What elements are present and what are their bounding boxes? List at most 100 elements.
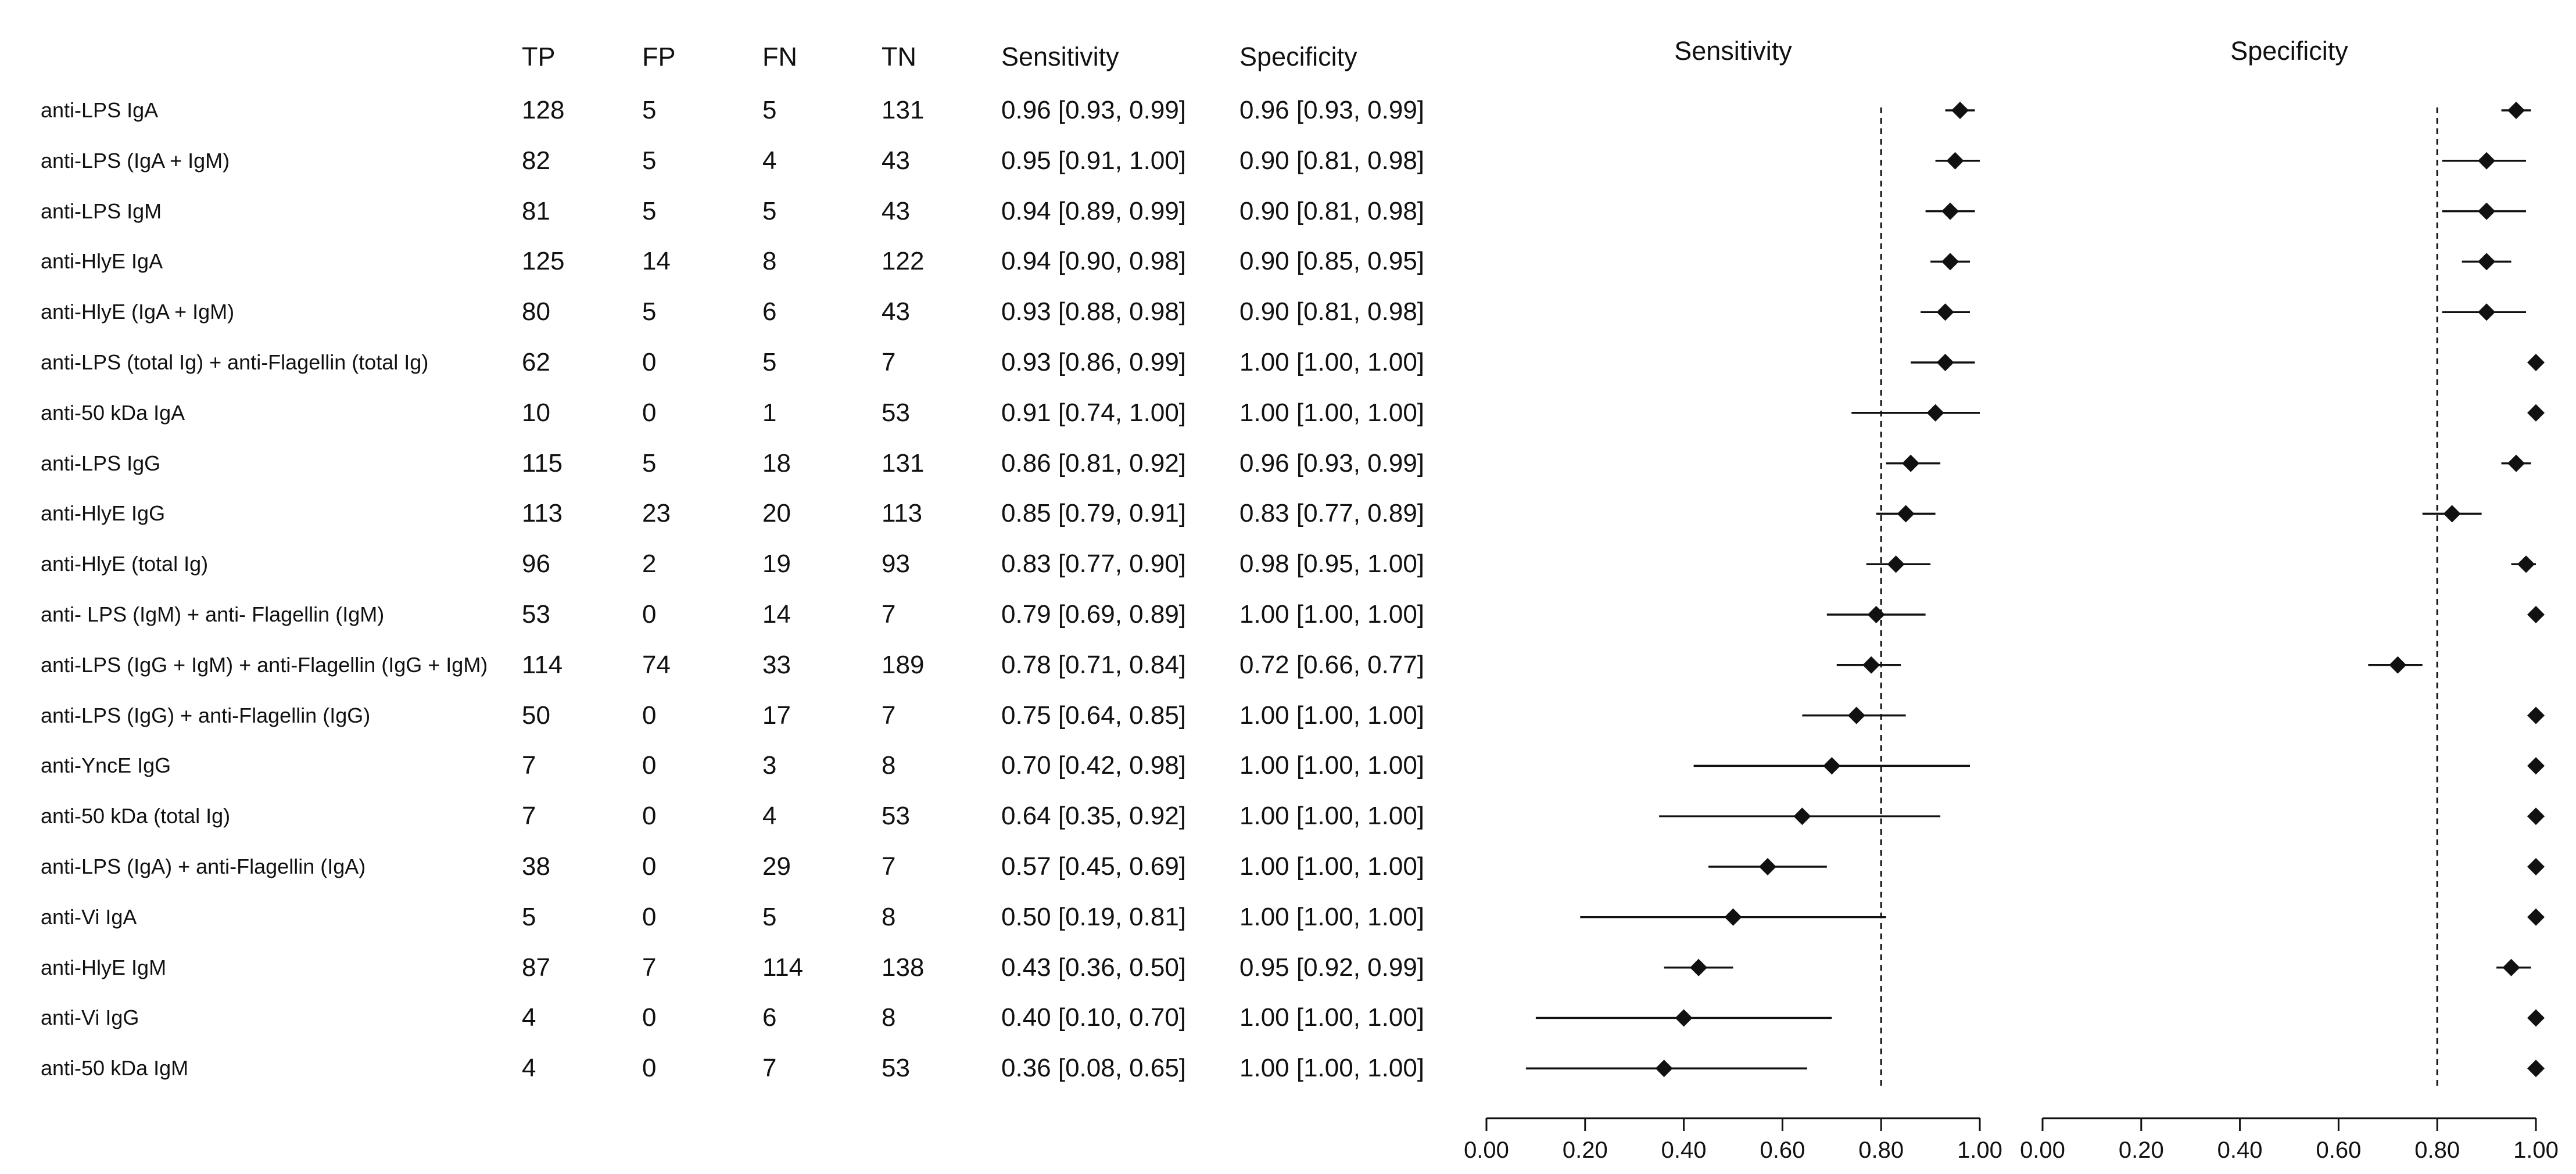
tp-value: 128 (522, 96, 565, 124)
fn-value: 1 (762, 398, 777, 427)
tn-value: 43 (882, 196, 910, 225)
specificity-point-estimate (2527, 1009, 2545, 1027)
sensitivity-x-tick-label: 0.20 (1563, 1137, 1608, 1163)
specificity-point-estimate (2527, 757, 2545, 775)
header-fn: FN (762, 42, 797, 71)
tn-value: 7 (882, 600, 896, 629)
specificity-x-tick-label: 0.20 (2119, 1137, 2164, 1163)
sensitivity-point-estimate (1823, 757, 1841, 775)
row-label: anti-HlyE IgA (41, 249, 163, 274)
sensitivity-point-estimate (1936, 303, 1954, 321)
fn-value: 18 (762, 448, 791, 478)
specificity-point-estimate (2527, 1060, 2545, 1078)
tn-value: 43 (882, 146, 910, 175)
tn-value: 131 (882, 96, 925, 124)
tn-value: 8 (882, 1003, 896, 1032)
sensitivity-point-estimate (1946, 152, 1964, 170)
fp-value: 5 (642, 146, 657, 175)
specificity-point-estimate (2507, 454, 2525, 472)
sensitivity-value: 0.43 [0.36, 0.50] (1001, 953, 1187, 982)
sensitivity-value: 0.86 [0.81, 0.92] (1001, 448, 1187, 478)
tn-value: 131 (882, 448, 925, 478)
row-label: anti-LPS IgM (41, 199, 162, 223)
fp-value: 0 (642, 1003, 657, 1032)
tp-value: 80 (522, 297, 550, 326)
row-label: anti-HlyE (IgA + IgM) (41, 300, 235, 324)
row-label: anti-Vi IgG (41, 1006, 139, 1030)
row-label: anti-LPS (total Ig) + anti-Flagellin (to… (41, 350, 429, 374)
fp-value: 14 (642, 247, 671, 276)
fn-value: 4 (762, 146, 777, 175)
sensitivity-x-tick-label: 0.80 (1858, 1137, 1904, 1163)
tp-value: 87 (522, 953, 550, 982)
fn-value: 19 (762, 550, 791, 579)
fp-value: 5 (642, 297, 657, 326)
tp-value: 10 (522, 398, 550, 427)
tp-value: 114 (522, 650, 563, 679)
sensitivity-x-tick-label: 0.40 (1661, 1137, 1707, 1163)
specificity-value: 0.98 [0.95, 1.00] (1239, 550, 1425, 579)
sensitivity-point-estimate (1887, 555, 1905, 573)
fn-value: 7 (762, 1054, 777, 1083)
sensitivity-value: 0.70 [0.42, 0.98] (1001, 751, 1187, 780)
sensitivity-value: 0.50 [0.19, 0.81] (1001, 902, 1187, 931)
fp-value: 0 (642, 802, 657, 831)
sensitivity-point-estimate (1724, 908, 1742, 926)
fn-value: 6 (762, 297, 777, 326)
row-label: anti-HlyE (total Ig) (41, 552, 209, 576)
sensitivity-value: 0.64 [0.35, 0.92] (1001, 802, 1187, 831)
sensitivity-value: 0.83 [0.77, 0.90] (1001, 550, 1187, 579)
sensitivity-x-tick-label: 0.60 (1760, 1137, 1805, 1163)
tp-value: 81 (522, 196, 550, 225)
specificity-x-tick-label: 0.00 (2020, 1137, 2065, 1163)
specificity-point-estimate (2478, 303, 2496, 321)
fp-value: 5 (642, 448, 657, 478)
specificity-point-estimate (2527, 858, 2545, 875)
specificity-point-estimate (2507, 102, 2525, 119)
specificity-value: 1.00 [1.00, 1.00] (1239, 902, 1425, 931)
fn-value: 8 (762, 247, 777, 276)
specificity-point-estimate (2443, 505, 2461, 523)
sensitivity-point-estimate (1847, 706, 1865, 724)
specificity-point-estimate (2527, 606, 2545, 623)
sensitivity-point-estimate (1926, 404, 1944, 422)
specificity-value: 0.90 [0.81, 0.98] (1239, 146, 1425, 175)
tn-value: 113 (882, 499, 923, 528)
specificity-value: 1.00 [1.00, 1.00] (1239, 751, 1425, 780)
sensitivity-point-estimate (1902, 454, 1920, 472)
fp-value: 0 (642, 600, 657, 629)
tp-value: 53 (522, 600, 550, 629)
sensitivity-value: 0.96 [0.93, 0.99] (1001, 96, 1187, 124)
header-fp: FP (642, 42, 676, 71)
tp-value: 4 (522, 1003, 536, 1032)
header-specificity: Specificity (1239, 42, 1357, 71)
sensitivity-value: 0.57 [0.45, 0.69] (1001, 852, 1187, 881)
tn-value: 7 (882, 852, 896, 881)
fn-value: 5 (762, 96, 777, 124)
fp-value: 0 (642, 1054, 657, 1083)
fn-value: 33 (762, 650, 791, 679)
specificity-point-estimate (2502, 958, 2520, 976)
tp-value: 7 (522, 751, 536, 780)
sensitivity-point-estimate (1941, 253, 1959, 271)
specificity-point-estimate (2527, 807, 2545, 825)
sensitivity-point-estimate (1867, 606, 1885, 623)
fp-value: 0 (642, 398, 657, 427)
sensitivity-panel-title: Sensitivity (1674, 36, 1792, 66)
sensitivity-point-estimate (1941, 202, 1959, 220)
row-label: anti-LPS (IgG) + anti-Flagellin (IgG) (41, 703, 371, 727)
tp-value: 125 (522, 247, 565, 276)
tn-value: 122 (882, 247, 925, 276)
sensitivity-x-tick-label: 1.00 (1957, 1137, 2002, 1163)
sensitivity-point-estimate (1793, 807, 1811, 825)
row-label: anti-LPS (IgG + IgM) + anti-Flagellin (I… (41, 652, 488, 677)
specificity-point-estimate (2527, 404, 2545, 422)
row-label: anti-50 kDa (total Ig) (41, 804, 231, 828)
specificity-value: 1.00 [1.00, 1.00] (1239, 802, 1425, 831)
sensitivity-point-estimate (1655, 1060, 1673, 1078)
tn-value: 138 (882, 953, 925, 982)
sensitivity-point-estimate (1675, 1009, 1693, 1027)
specificity-point-estimate (2527, 354, 2545, 371)
specificity-x-tick-label: 0.40 (2217, 1137, 2263, 1163)
tn-value: 53 (882, 398, 910, 427)
